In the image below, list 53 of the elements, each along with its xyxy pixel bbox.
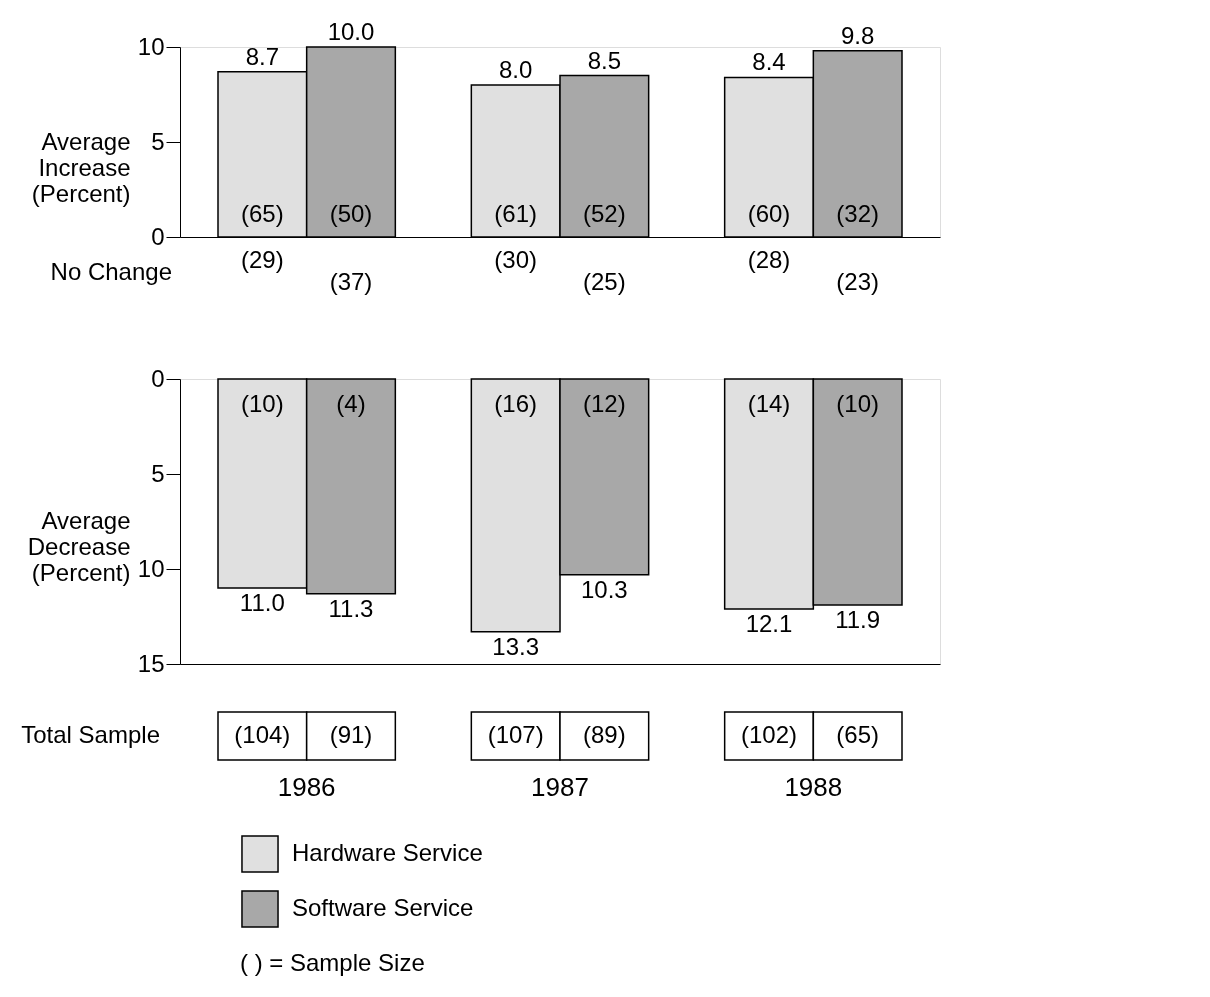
annotation: (4) (336, 390, 366, 417)
text: (28) (747, 246, 791, 273)
y-tick-label: 5 (151, 127, 165, 155)
data-label: 11.9 (835, 606, 881, 634)
y-axis-title: Average Decrease (Percent) (27, 507, 131, 586)
text: (30) (494, 246, 538, 273)
text: No Change (50, 258, 172, 285)
y-axis-title: Average Increase (Percent) (31, 127, 131, 207)
annotation: (12) (582, 390, 626, 417)
text: (89) (582, 721, 626, 748)
data-label: 9.8 (840, 21, 875, 49)
text: (65) (836, 721, 880, 748)
text: (104) (234, 721, 291, 748)
data-label: 11.3 (328, 594, 374, 622)
y-tick-label: 10 (137, 554, 165, 582)
x-tick-label: 1988 (784, 771, 843, 802)
text: (102) (740, 721, 798, 748)
data-label: 10.3 (580, 575, 628, 603)
x-tick-label: 1986 (277, 771, 336, 802)
y-tick-label: 0 (151, 222, 165, 250)
text: Total Sample (21, 721, 160, 748)
y-tick-label: 5 (151, 459, 165, 487)
annotation: (50) (329, 200, 373, 227)
data-label: 8.4 (752, 48, 786, 76)
annotation: (61) (494, 200, 538, 227)
y-tick-label: 10 (137, 32, 165, 60)
data-label: 8.7 (245, 42, 280, 70)
data-label: 13.3 (492, 632, 540, 660)
annotation: (32) (836, 200, 880, 227)
data-label: 10.0 (327, 18, 375, 45)
y-tick-label: 15 (137, 649, 165, 677)
text: (29) (240, 246, 284, 273)
text: (25) (582, 268, 626, 295)
text: (91) (329, 721, 373, 748)
y-tick-label: 0 (151, 364, 165, 392)
text: (107) (487, 721, 544, 748)
legend-label: Hardware Service (292, 839, 483, 866)
text: (37) (329, 268, 373, 295)
annotation: (16) (494, 390, 538, 417)
data-label: 11.0 (239, 589, 285, 616)
annotation: (10) (836, 390, 880, 417)
data-label: 12.1 (745, 609, 793, 637)
annotation: (52) (582, 200, 626, 227)
x-tick-label: 1987 (531, 771, 589, 802)
annotation: (65) (240, 200, 284, 227)
annotation: (14) (747, 390, 791, 417)
text: (23) (836, 268, 880, 295)
data-label: 8.0 (498, 56, 533, 83)
annotation: (10) (240, 390, 284, 417)
legend-label: Software Service (292, 894, 474, 921)
data-label: 8.5 (587, 46, 622, 74)
text: ( ) = Sample Size (240, 949, 425, 976)
annotation: (60) (747, 200, 791, 227)
